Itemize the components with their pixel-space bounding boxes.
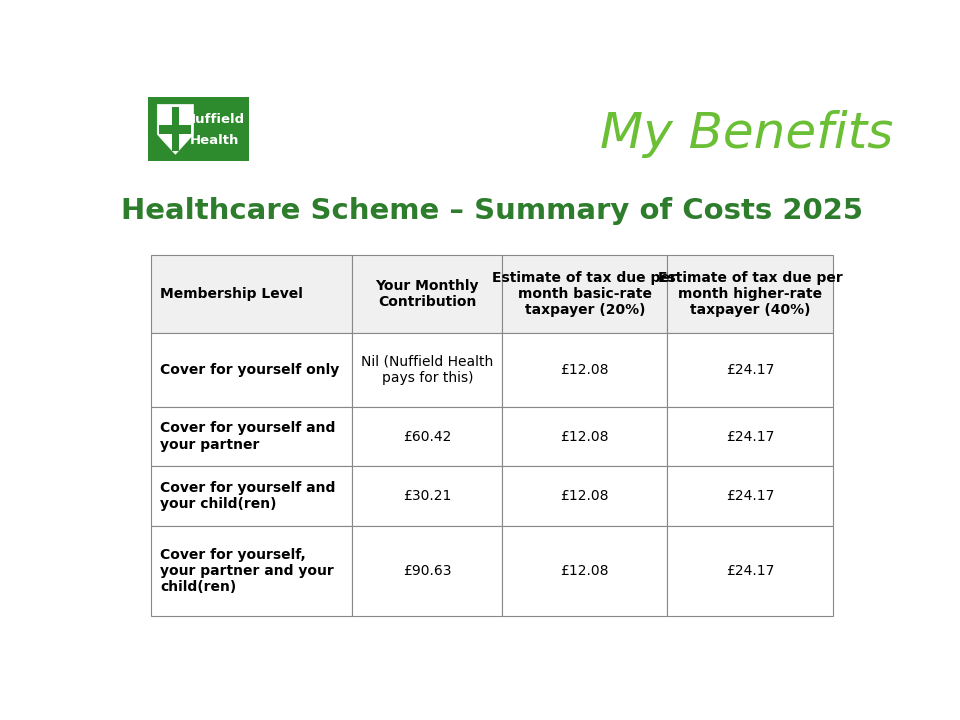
- Text: £90.63: £90.63: [403, 564, 451, 578]
- Text: £24.17: £24.17: [726, 363, 775, 377]
- Text: Cover for yourself and
your partner: Cover for yourself and your partner: [160, 421, 336, 451]
- Text: Membership Level: Membership Level: [160, 287, 303, 301]
- Bar: [352, 256, 502, 333]
- Text: Nil (Nuffield Health
pays for this): Nil (Nuffield Health pays for this): [361, 355, 493, 385]
- Bar: [502, 407, 667, 467]
- Text: Cover for yourself and
your child(ren): Cover for yourself and your child(ren): [160, 481, 336, 511]
- Text: £12.08: £12.08: [561, 564, 609, 578]
- Text: £12.08: £12.08: [561, 489, 609, 503]
- Text: Health: Health: [190, 135, 239, 148]
- Bar: [152, 333, 352, 407]
- PathPatch shape: [157, 104, 194, 154]
- Text: Estimate of tax due per
month higher-rate
taxpayer (40%): Estimate of tax due per month higher-rat…: [658, 271, 843, 318]
- Bar: [667, 526, 832, 616]
- Bar: [502, 333, 667, 407]
- Text: Cover for yourself only: Cover for yourself only: [160, 363, 340, 377]
- Bar: [152, 256, 352, 333]
- Text: My Benefits: My Benefits: [600, 109, 893, 158]
- Text: Nuffield: Nuffield: [184, 113, 245, 126]
- Bar: [152, 526, 352, 616]
- Bar: [152, 407, 352, 467]
- Bar: [502, 256, 667, 333]
- Bar: [667, 333, 832, 407]
- Text: £24.17: £24.17: [726, 564, 775, 578]
- Text: Estimate of tax due per
month basic-rate
taxpayer (20%): Estimate of tax due per month basic-rate…: [492, 271, 677, 318]
- Bar: [667, 407, 832, 467]
- Bar: [667, 467, 832, 526]
- Text: £12.08: £12.08: [561, 430, 609, 444]
- Text: £30.21: £30.21: [403, 489, 451, 503]
- Bar: [352, 407, 502, 467]
- Text: £24.17: £24.17: [726, 430, 775, 444]
- Bar: [352, 333, 502, 407]
- Text: Cover for yourself,
your partner and your
child(ren): Cover for yourself, your partner and you…: [160, 548, 334, 594]
- Bar: [502, 526, 667, 616]
- Bar: [148, 97, 249, 161]
- Bar: [502, 467, 667, 526]
- Bar: [172, 107, 179, 151]
- Bar: [352, 526, 502, 616]
- Bar: [352, 467, 502, 526]
- Text: £24.17: £24.17: [726, 489, 775, 503]
- Bar: [159, 125, 191, 134]
- Text: Your Monthly
Contribution: Your Monthly Contribution: [375, 279, 479, 310]
- Text: £12.08: £12.08: [561, 363, 609, 377]
- Text: £60.42: £60.42: [403, 430, 451, 444]
- Bar: [152, 467, 352, 526]
- Text: Healthcare Scheme – Summary of Costs 2025: Healthcare Scheme – Summary of Costs 202…: [121, 197, 863, 225]
- Bar: [667, 256, 832, 333]
